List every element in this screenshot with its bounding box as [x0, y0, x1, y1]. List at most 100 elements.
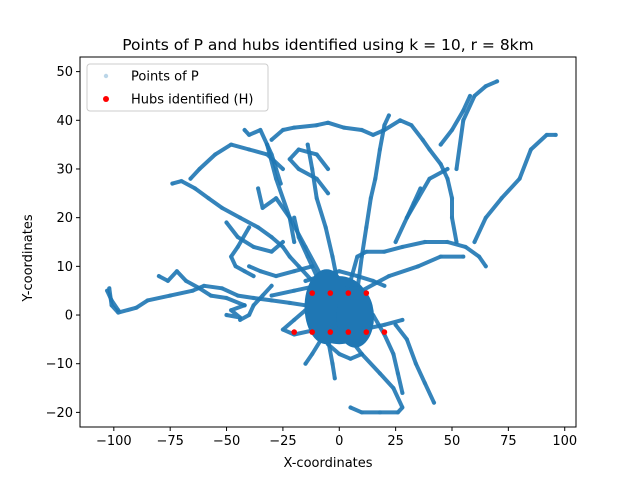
- point-p-8-1: [260, 293, 265, 298]
- trajectory-8: [238, 283, 274, 322]
- point-p-1-0: [116, 308, 121, 313]
- point-p-24-2: [499, 196, 504, 201]
- point-p-20-4: [431, 400, 437, 405]
- x-tick-label: 100: [552, 434, 577, 449]
- point-p-24-4: [528, 147, 534, 152]
- point-p-24-5: [544, 132, 549, 138]
- legend-label-hubs: Hubs identified (H): [131, 93, 253, 108]
- point-p-29-5: [382, 283, 387, 288]
- x-axis-label: X-coordinates: [283, 456, 372, 471]
- point-p-5-4: [224, 220, 229, 225]
- x-tick-label: −50: [213, 434, 240, 449]
- point-p-15-9: [476, 254, 482, 259]
- point-p-5-1: [269, 249, 274, 254]
- trajectory-32: [404, 186, 423, 220]
- point-p-10-5: [341, 125, 346, 130]
- point-p-10-0: [269, 137, 274, 142]
- point-p-23-1: [461, 118, 466, 123]
- y-tick-label: 50: [56, 65, 73, 80]
- hub-point-6: [327, 329, 334, 335]
- point-p-10-6: [359, 127, 364, 133]
- point-p-0-3: [134, 305, 139, 310]
- y-tick-label: 0: [65, 309, 73, 324]
- hub-point-0: [309, 290, 316, 296]
- point-p-15-8: [463, 244, 468, 250]
- point-p-4-2: [296, 264, 301, 269]
- point-p-2-2: [208, 293, 213, 298]
- point-p-6-4: [255, 186, 261, 191]
- point-p-23-0: [454, 166, 459, 172]
- point-p-30-2: [273, 273, 279, 279]
- trajectory-2: [156, 269, 247, 308]
- point-p-10-4: [325, 120, 331, 125]
- legend-label-points: Points of P: [131, 70, 199, 85]
- point-p-28-1: [292, 317, 297, 323]
- y-tick-label: 10: [56, 260, 73, 275]
- x-tick-label: 0: [335, 434, 343, 449]
- x-tick-label: 75: [500, 434, 517, 449]
- point-p-21-2: [303, 361, 308, 366]
- plot-layer: [104, 79, 558, 415]
- point-p-8-3: [246, 312, 252, 318]
- point-p-5-3: [235, 234, 240, 240]
- trajectory-31: [292, 215, 319, 279]
- point-p-14-4: [373, 176, 378, 181]
- point-p-0-4: [145, 298, 150, 303]
- axes-frame: [79, 56, 577, 428]
- trajectory-7: [229, 225, 256, 279]
- point-p-10-9: [397, 118, 403, 123]
- point-p-9-2: [287, 215, 292, 220]
- trajectory-11: [287, 147, 330, 196]
- point-p-26-1: [269, 152, 274, 157]
- trajectory-13: [305, 142, 342, 293]
- point-p-27-3: [269, 293, 274, 298]
- point-p-0-12: [287, 300, 292, 306]
- point-p-12-3: [228, 142, 234, 147]
- y-tick-label: −20: [46, 406, 73, 421]
- point-p-15-3: [364, 249, 369, 254]
- point-p-29-0: [303, 278, 308, 284]
- point-p-17-1: [330, 361, 335, 366]
- trajectory-20: [393, 322, 436, 405]
- x-tick-label: −75: [156, 434, 183, 449]
- point-p-11-3: [287, 157, 292, 162]
- point-p-0-9: [235, 293, 240, 298]
- point-p-26-3: [278, 181, 283, 186]
- point-p-32-2: [418, 186, 423, 191]
- point-p-10-2: [292, 125, 297, 130]
- trajectory-5: [224, 220, 285, 254]
- point-p-31-0: [292, 215, 297, 220]
- point-p-26-2: [273, 166, 279, 172]
- point-p-12-5: [197, 166, 202, 172]
- point-p-20-3: [422, 381, 428, 386]
- x-axis-ticks: −100 −75 −50 −25 0 25 50 75 100: [96, 427, 577, 449]
- trajectory-22: [393, 167, 450, 244]
- trajectory-6: [256, 186, 297, 244]
- point-p-0-11: [269, 298, 274, 303]
- point-p-3-0: [242, 303, 247, 308]
- trajectory-10: [269, 118, 459, 244]
- point-p-13-5: [305, 142, 310, 147]
- point-p-14-3: [368, 196, 373, 201]
- point-p-19-4: [400, 390, 405, 396]
- y-axis-ticks: −20 −10 0 10 20 30 40 50: [46, 65, 80, 421]
- point-p-16-3: [416, 264, 421, 269]
- point-p-23-2: [472, 93, 477, 99]
- point-p-2-7: [156, 273, 162, 279]
- point-p-29-2: [337, 269, 342, 274]
- point-p-24-0: [472, 239, 477, 245]
- point-p-18-8: [348, 405, 353, 410]
- point-p-4-5: [269, 234, 274, 240]
- trajectory-30: [247, 264, 315, 279]
- hub-point-1: [327, 290, 334, 296]
- point-p-25-3: [467, 93, 473, 99]
- point-p-7-4: [242, 269, 247, 274]
- point-p-4-9: [206, 196, 211, 201]
- point-p-3-3: [224, 312, 229, 318]
- point-p-24-6: [553, 132, 558, 138]
- point-p-3-1: [228, 308, 234, 313]
- y-tick-label: −10: [46, 357, 73, 372]
- point-p-27-2: [292, 288, 297, 293]
- hub-point-8: [363, 329, 370, 335]
- point-p-11-2: [296, 166, 301, 172]
